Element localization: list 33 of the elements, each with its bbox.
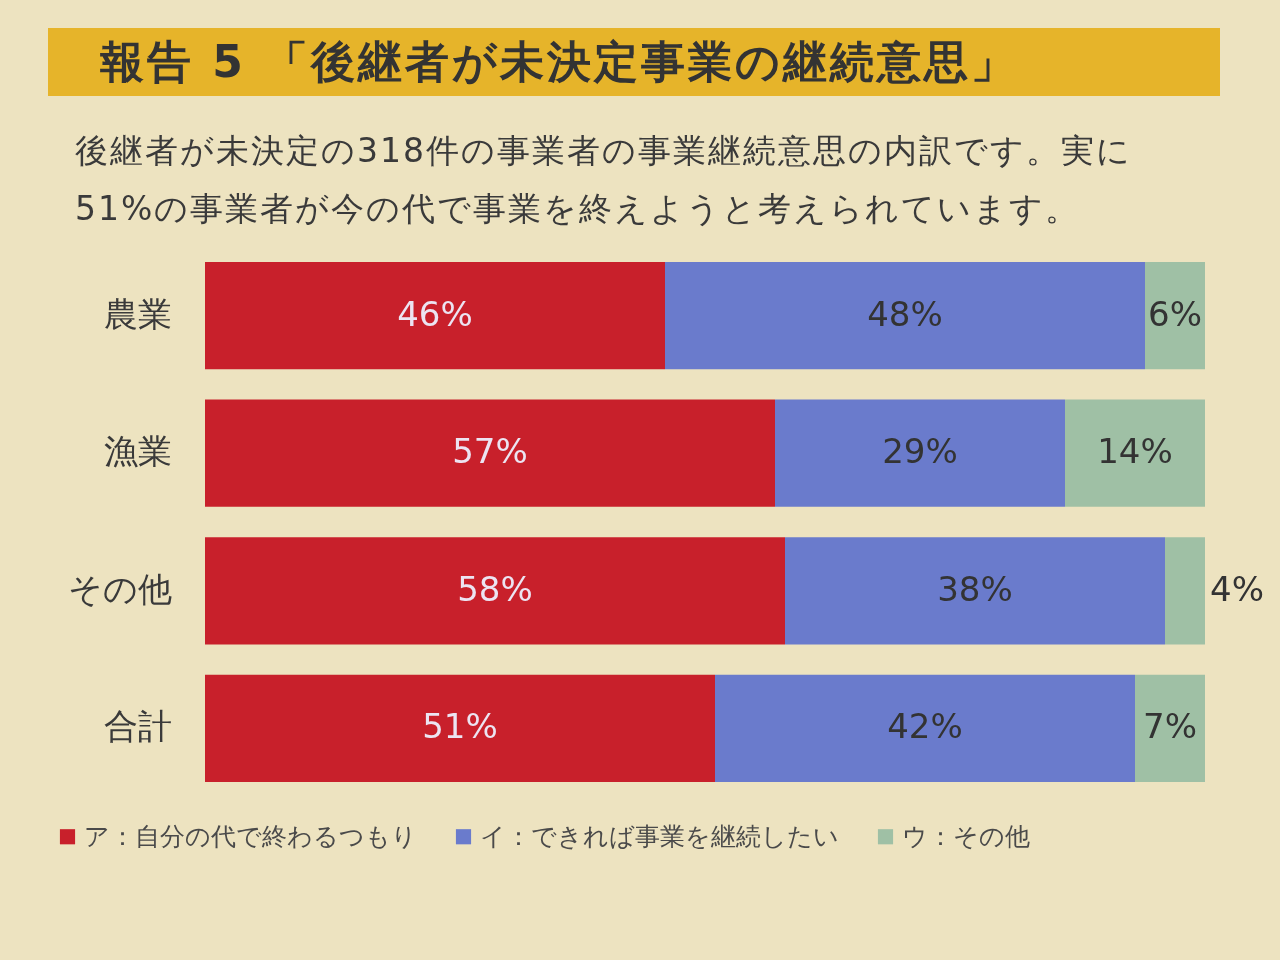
data-label: 57% — [452, 431, 528, 472]
chart-title: 報告 5 「後継者が未決定事業の継続意思」 — [48, 28, 1220, 96]
data-label: 4% — [1210, 568, 1264, 609]
bar — [785, 537, 1165, 645]
y-tick-label: 農業 — [103, 293, 172, 334]
legend-label: ウ：その他 — [902, 821, 1030, 851]
bar — [715, 674, 1135, 782]
data-label: 46% — [397, 293, 473, 334]
data-label: 38% — [937, 568, 1013, 609]
data-label: 51% — [422, 706, 498, 747]
y-tick-label: 合計 — [103, 706, 172, 747]
bar — [1165, 537, 1205, 645]
data-label: 48% — [867, 293, 943, 334]
legend-label: ア：自分の代で終わるつもり — [84, 821, 417, 851]
bar — [1065, 399, 1205, 507]
data-label: 7% — [1143, 706, 1197, 747]
data-label: 6% — [1148, 293, 1202, 334]
bar — [775, 399, 1065, 507]
y-tick-label: 漁業 — [103, 431, 172, 472]
data-label: 42% — [887, 706, 963, 747]
bar — [205, 399, 775, 507]
data-label: 29% — [882, 431, 958, 472]
bar — [205, 674, 715, 782]
data-label: 58% — [457, 568, 533, 609]
bar — [665, 262, 1145, 370]
bar — [1145, 262, 1205, 370]
bar — [205, 537, 785, 645]
bar — [205, 262, 665, 370]
y-tick-label: その他 — [67, 568, 172, 609]
chart-subtitle: 後継者が未決定の318件の事業者の事業継続意思の内訳です。実に51%の事業者が今の代で事業を終えようと考えられています。 — [75, 130, 1133, 230]
data-label: 14% — [1097, 431, 1173, 472]
legend-label: イ：できれば事業を継続したい — [480, 821, 839, 851]
bar — [1135, 674, 1205, 782]
